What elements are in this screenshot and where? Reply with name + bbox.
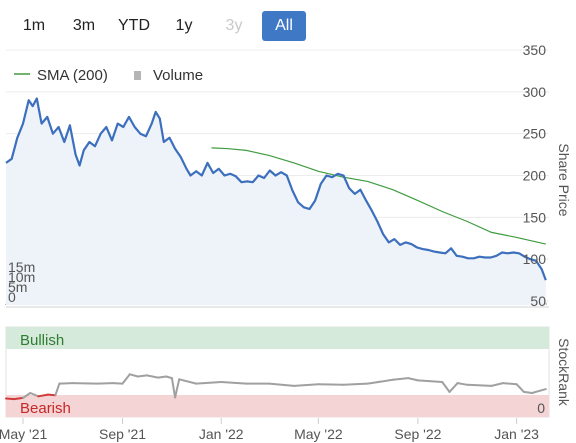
price-tick-label: 200 — [523, 168, 547, 184]
stockrank-segment — [268, 382, 296, 387]
bullish-zone — [6, 327, 549, 349]
stockrank-segment — [501, 382, 518, 386]
volume-tick-label: 15m — [8, 259, 35, 275]
stockrank-segment — [37, 393, 50, 398]
stockrank-segment — [490, 382, 504, 387]
stockrank-segment — [58, 382, 74, 385]
stockrank-segment — [407, 377, 419, 382]
stockrank-segment — [29, 392, 40, 398]
stockrank-segment — [5, 397, 16, 401]
stockrank-segment — [391, 377, 410, 381]
range-button-1y[interactable]: 1y — [162, 11, 206, 41]
stockrank-segment — [220, 381, 248, 385]
range-selector: 1m 3m YTD 1y 3y All — [12, 10, 312, 42]
stockrank-segment — [342, 382, 369, 386]
stockrank-segment — [366, 378, 394, 385]
sma-200-line — [211, 147, 546, 245]
bearish-zone — [6, 395, 549, 417]
range-button-ytd[interactable]: YTD — [112, 11, 156, 41]
stockrank-segment — [317, 383, 345, 386]
stockrank-segment — [22, 392, 32, 399]
stockrank-segment — [456, 382, 469, 386]
stockrank-segment — [157, 375, 168, 379]
stockrank-segment — [170, 377, 177, 399]
stockrank-segment — [448, 382, 459, 393]
x-tick-label: Jan '23 — [494, 426, 539, 442]
volume-tick-label: 5m — [8, 279, 27, 295]
range-button-all[interactable]: All — [262, 11, 306, 41]
stockrank-segment — [441, 381, 451, 393]
range-button-3y: 3y — [212, 11, 256, 41]
stockrank-segment — [195, 381, 223, 385]
price-tick-label: 300 — [523, 84, 547, 100]
x-tick-label: Sep '21 — [99, 426, 146, 442]
x-tick-label: May '22 — [294, 426, 343, 442]
bullish-zone-label: Bullish — [20, 332, 64, 349]
price-tick-label: 50 — [530, 293, 546, 309]
legend: SMA (200) Volume — [14, 67, 203, 84]
share-price-axis-title: Share Price — [556, 143, 572, 216]
stockrank-segment — [128, 373, 139, 378]
stockrank-segment — [96, 382, 114, 385]
stockrank-segment — [71, 382, 99, 385]
stockrank-segment — [111, 382, 124, 385]
stockrank-segment — [531, 388, 547, 394]
volume-tick-label: 10m — [8, 269, 35, 285]
volume-legend-swatch — [134, 71, 141, 80]
stockrank-segment — [54, 382, 61, 397]
range-button-3m[interactable]: 3m — [62, 11, 106, 41]
price-axis-ticks: 50 100 150 200 250 300 350 — [523, 42, 547, 309]
stockrank-line — [5, 373, 547, 401]
x-tick-label: Jan '22 — [199, 426, 244, 442]
stockrank-segment — [293, 383, 320, 387]
bearish-zone-label: Bearish — [20, 400, 71, 417]
stockrank-segment — [47, 393, 57, 397]
stockrank-segment — [13, 396, 24, 401]
stockrank-segment — [466, 383, 493, 387]
volume-legend-label: Volume — [153, 67, 203, 84]
stockrank-segment — [515, 383, 525, 393]
stockrank-segment — [145, 374, 160, 379]
range-button-1m[interactable]: 1m — [12, 11, 56, 41]
stockrank-segment — [136, 374, 148, 378]
stockrank-segment — [416, 379, 444, 383]
sma-legend-label: SMA (200) — [37, 67, 108, 84]
x-tick-label: Sep '22 — [394, 426, 441, 442]
stockrank-axis-title: StockRank — [556, 338, 572, 407]
stockrank-segment — [174, 378, 181, 399]
stockrank-tick-label: 0 — [537, 400, 545, 416]
price-tick-label: 100 — [523, 251, 547, 267]
price-tick-label: 250 — [523, 126, 547, 142]
price-tick-label: 350 — [523, 42, 547, 58]
x-axis: May '21 Sep '21 Jan '22 May '22 Sep '22 Jan '… — [0, 418, 539, 442]
stockrank-axis-ticks: 0 — [537, 400, 545, 416]
price-line — [5, 97, 547, 281]
volume-tick-label: 0 — [8, 289, 16, 305]
x-tick-label: May '21 — [0, 426, 47, 442]
stockrank-segment — [178, 378, 198, 385]
price-area-fill — [6, 98, 546, 305]
stockrank-segment — [522, 390, 533, 394]
price-tick-label: 150 — [523, 209, 547, 225]
stockrank-segment — [121, 373, 131, 385]
